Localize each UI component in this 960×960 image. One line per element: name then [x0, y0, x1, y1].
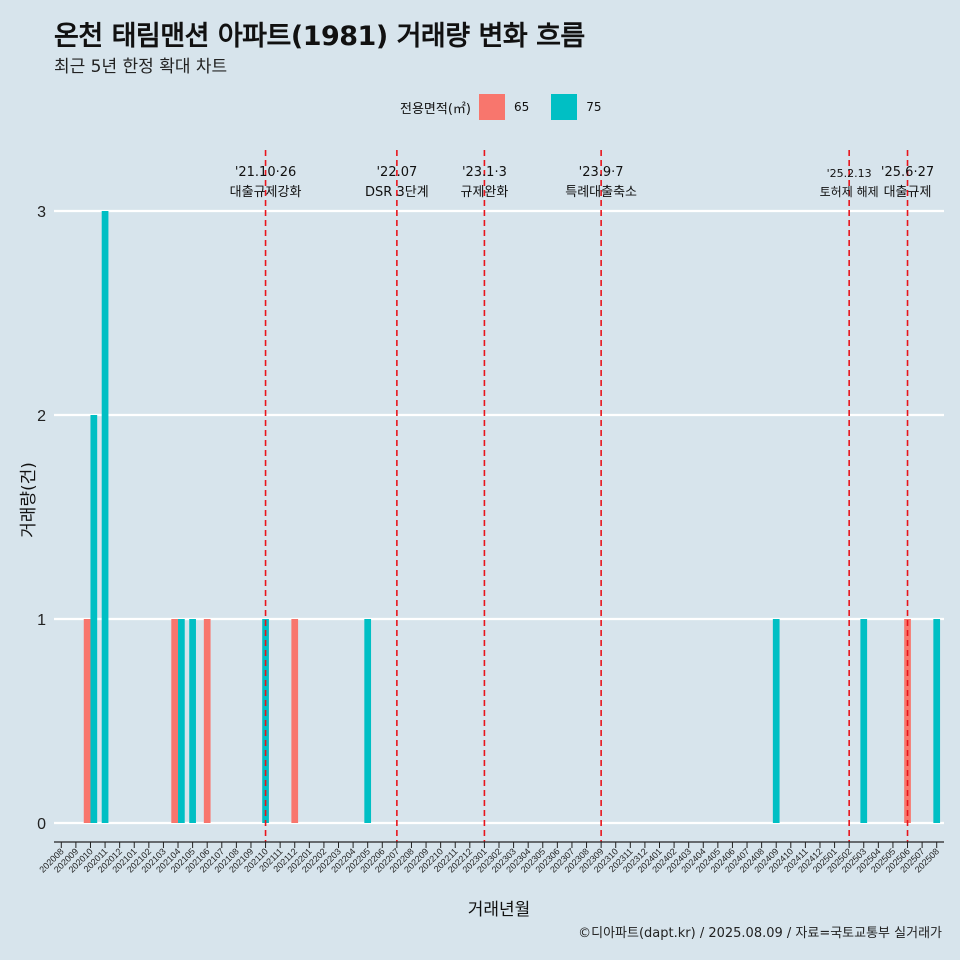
legend-swatch-65 [478, 94, 505, 120]
event-date-label: '23.9·7 [579, 165, 624, 180]
x-axis-title: 거래년월 [468, 900, 531, 920]
legend-swatch-75 [551, 94, 578, 120]
caption: ©디아파트(dapt.kr) / 2025.08.09 / 자료=국토교통부 실… [578, 926, 942, 941]
chart-title: 온천 태림맨션 아파트(1981) 거래량 변화 흐름 [54, 21, 585, 52]
bar-65-202104 [171, 619, 179, 823]
bar-65-202010 [83, 619, 91, 823]
event-label: 대출규제강화 [230, 185, 302, 200]
bar-65-202106 [203, 619, 211, 823]
bar-75-202104 [178, 619, 185, 823]
y-tick-label: 1 [37, 612, 46, 629]
event-label: 규제완화 [460, 185, 508, 200]
legend-label-65: 65 [513, 100, 530, 114]
event-date-label: '21.10·26 [235, 165, 296, 180]
bar-75-202503 [860, 619, 868, 823]
bar-75-202105 [189, 619, 196, 823]
y-tick-label: 2 [37, 408, 46, 425]
legend: 전용면적(㎡) 65 75 [400, 93, 624, 121]
event-label: DSR 3단계 [365, 185, 429, 200]
event-date-label: '22.07 [376, 165, 417, 180]
event-label: 특례대출축소 [565, 185, 637, 200]
legend-label-75: 75 [586, 100, 602, 114]
bar-75-202011 [101, 211, 109, 823]
event-date-label: '25.2.13 [827, 167, 872, 180]
event-date-label: '23.1·3 [462, 165, 507, 180]
bar-75-202010 [90, 415, 98, 823]
bar-75-202205 [364, 619, 372, 823]
bar-65-202112 [291, 619, 299, 823]
legend-title: 전용면적(㎡) [400, 101, 471, 117]
event-date-label: '25.6·27 [881, 165, 934, 180]
bar-75-202409 [772, 619, 780, 823]
y-tick-label: 3 [37, 204, 46, 221]
y-tick-label: 0 [37, 816, 46, 833]
chart-subtitle: 최근 5년 한정 확대 차트 [54, 57, 228, 77]
event-label: 대출규제 [884, 185, 932, 200]
bar-75-202508 [933, 619, 941, 823]
y-axis-title: 거래량(건) [19, 462, 39, 538]
event-label: 토허제 해제 [820, 185, 879, 199]
